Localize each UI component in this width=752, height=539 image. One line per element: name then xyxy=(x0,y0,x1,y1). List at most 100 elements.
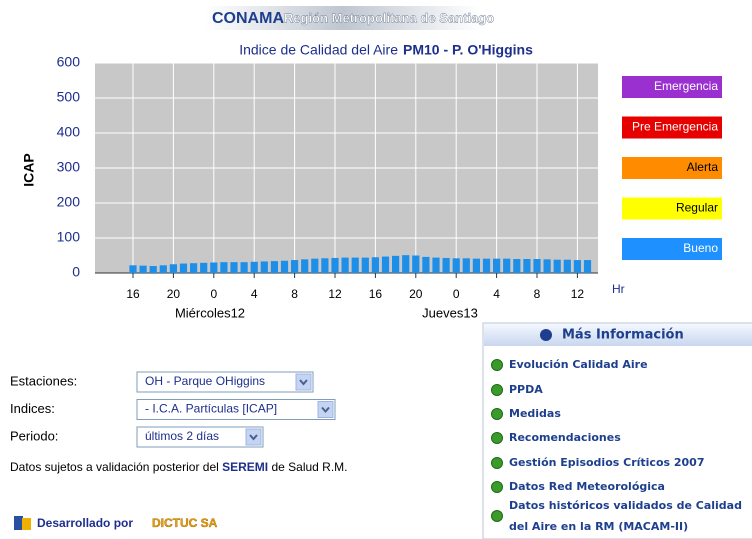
x-tick-label: 20 xyxy=(409,287,423,301)
level-box xyxy=(622,157,722,179)
note-suffix: de Salud R.M. xyxy=(268,460,347,474)
x-tick-label: 12 xyxy=(328,287,342,301)
select-value[interactable]: OH - Parque OHiggins xyxy=(145,374,265,388)
link-icon[interactable] xyxy=(491,384,503,396)
x-tick-label: 0 xyxy=(453,287,460,301)
bar xyxy=(381,256,390,273)
y-tick-label: 100 xyxy=(57,229,81,245)
bar xyxy=(523,259,531,273)
bar xyxy=(240,262,248,273)
link-icon[interactable] xyxy=(491,432,503,444)
day-label: Jueves13 xyxy=(422,305,478,320)
info-icon xyxy=(540,329,552,341)
bar xyxy=(472,258,480,273)
bar xyxy=(230,262,238,273)
bar xyxy=(392,255,400,273)
select-arrow[interactable] xyxy=(249,434,258,441)
bar xyxy=(260,261,268,273)
bar xyxy=(341,257,349,273)
bar xyxy=(129,265,137,273)
x-tick-label: 20 xyxy=(167,287,181,301)
y-tick-label: 600 xyxy=(57,54,81,70)
info-link[interactable]: Gestión Episodios Críticos 2007 xyxy=(509,456,705,469)
level-label: Alerta xyxy=(687,160,719,174)
bar xyxy=(200,262,208,273)
level-box xyxy=(622,76,722,98)
select-box[interactable] xyxy=(136,426,264,448)
bar xyxy=(482,258,491,273)
info-link[interactable]: PPDA xyxy=(509,383,543,396)
bar xyxy=(583,260,592,273)
bar xyxy=(493,258,501,273)
bar xyxy=(280,260,289,273)
link-icon[interactable] xyxy=(491,510,503,522)
note-prefix: Datos sujetos a validación posterior del xyxy=(10,460,222,474)
bar xyxy=(190,263,198,273)
select-box[interactable] xyxy=(136,399,336,420)
info-link[interactable]: Recomendaciones xyxy=(509,431,621,444)
y-tick-label: 400 xyxy=(57,124,81,140)
bar xyxy=(553,259,561,273)
info-link[interactable]: Medidas xyxy=(509,407,561,420)
banner xyxy=(205,6,480,30)
bar xyxy=(462,258,470,273)
bar xyxy=(452,258,460,273)
y-tick-label: 300 xyxy=(57,159,81,175)
select-arrow[interactable] xyxy=(299,379,308,386)
level-label: Emergencia xyxy=(654,79,718,93)
x-tick-label: 4 xyxy=(251,287,258,301)
bar xyxy=(321,258,329,273)
link-icon[interactable] xyxy=(491,408,503,420)
x-axis-label: Hr xyxy=(612,282,625,296)
bar xyxy=(291,260,299,273)
bar xyxy=(361,257,369,273)
bar xyxy=(331,257,339,273)
footer-icon-2 xyxy=(22,518,31,530)
day-label: Miércoles12 xyxy=(175,305,245,320)
bar xyxy=(169,264,177,273)
note: Datos sujetos a validación posterior del… xyxy=(10,460,348,474)
level-label: Pre Emergencia xyxy=(632,120,718,134)
banner-brand: CONAMA xyxy=(212,10,284,27)
select-button[interactable] xyxy=(295,373,312,391)
footer-prefix: Desarrollado por xyxy=(37,516,133,530)
bar xyxy=(179,263,188,273)
info-link[interactable]: del Aire en la RM (MACAM-II) xyxy=(509,520,688,533)
x-tick-label: 12 xyxy=(571,287,585,301)
level-label: Bueno xyxy=(683,241,718,255)
y-tick-label: 500 xyxy=(57,89,81,105)
select-button[interactable] xyxy=(317,401,334,418)
select-button[interactable] xyxy=(245,428,262,446)
select-value[interactable]: últimos 2 días xyxy=(145,429,219,443)
bar xyxy=(351,257,359,273)
level-box xyxy=(622,197,722,220)
info-header xyxy=(484,324,752,346)
bar xyxy=(250,261,258,273)
bar xyxy=(159,265,167,273)
link-icon[interactable] xyxy=(491,457,503,469)
link-icon[interactable] xyxy=(491,481,503,493)
field-label: Indices: xyxy=(10,401,55,416)
select-arrow[interactable] xyxy=(321,406,330,414)
select-box[interactable] xyxy=(136,371,314,393)
bar xyxy=(503,258,511,273)
bar xyxy=(412,255,420,273)
bar xyxy=(371,257,379,273)
bar xyxy=(543,259,551,273)
level-box xyxy=(622,116,722,139)
info-link[interactable]: Datos históricos validados de Calidad xyxy=(509,499,742,512)
bar xyxy=(301,259,309,273)
info-link[interactable]: Datos Red Meteorológica xyxy=(509,480,665,493)
bar xyxy=(402,255,410,273)
y-tick-label: 0 xyxy=(72,264,80,280)
select-value[interactable]: - I.C.A. Partículas [ICAP] xyxy=(145,402,277,416)
info-link[interactable]: Evolución Calidad Aire xyxy=(509,358,648,371)
bar xyxy=(563,259,571,273)
link-icon[interactable] xyxy=(491,359,503,371)
x-tick-label: 0 xyxy=(210,287,217,301)
bar xyxy=(139,265,147,273)
bar xyxy=(442,257,450,273)
bar xyxy=(220,262,228,273)
info-panel xyxy=(482,322,752,539)
